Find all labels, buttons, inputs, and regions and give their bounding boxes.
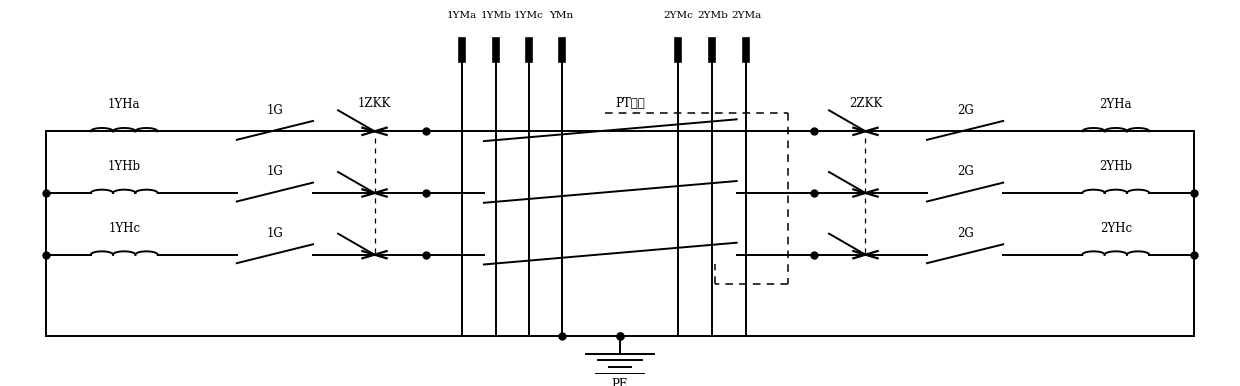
Text: 2G: 2G: [957, 227, 973, 240]
Text: 1G: 1G: [267, 104, 283, 117]
Text: 2YMc: 2YMc: [663, 10, 693, 20]
Text: 1YMa: 1YMa: [446, 10, 477, 20]
Text: 1G: 1G: [267, 166, 283, 178]
Text: 1YMb: 1YMb: [481, 10, 511, 20]
Text: PE: PE: [611, 378, 629, 386]
Text: 2G: 2G: [957, 104, 973, 117]
Text: 1YHb: 1YHb: [108, 160, 141, 173]
Text: 1YHc: 1YHc: [108, 222, 140, 235]
Text: 1ZKK: 1ZKK: [358, 96, 391, 110]
Text: 2G: 2G: [957, 166, 973, 178]
Text: 2ZKK: 2ZKK: [849, 96, 882, 110]
Text: 1G: 1G: [267, 227, 283, 240]
Text: 2YMa: 2YMa: [732, 10, 761, 20]
Text: 2YHa: 2YHa: [1100, 98, 1132, 111]
Text: 1YMc: 1YMc: [513, 10, 544, 20]
Text: 2YMb: 2YMb: [697, 10, 728, 20]
Text: 2YHb: 2YHb: [1099, 160, 1132, 173]
Text: 1YHa: 1YHa: [108, 98, 140, 111]
Text: 2YHc: 2YHc: [1100, 222, 1132, 235]
Text: PT并列: PT并列: [615, 97, 645, 110]
Text: YMn: YMn: [549, 10, 574, 20]
